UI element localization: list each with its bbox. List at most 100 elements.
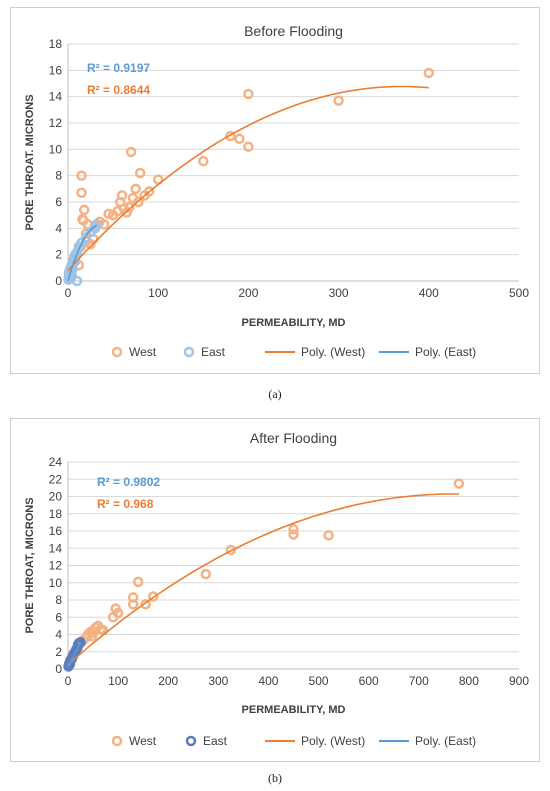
x-tick-label: 300 — [329, 286, 349, 300]
x-tick-label: 500 — [309, 674, 329, 688]
chart-after-flooding: After Flooding 0 2 4 6 8 10 12 14 16 18 20 22 24 0 100 2… — [10, 418, 540, 762]
trendline-poly-east — [67, 642, 82, 668]
legend-marker-west — [111, 346, 123, 358]
y-tick-label: 18 — [49, 37, 63, 51]
x-tick-label: 400 — [258, 674, 278, 688]
x-tick-label: 200 — [158, 674, 178, 688]
data-point-west — [127, 592, 139, 603]
chart-a-svg: Before Flooding 0 2 4 6 8 10 12 14 16 18 0 100 200 300… — [24, 23, 529, 359]
data-point-west — [133, 196, 144, 208]
y-tick-label: 8 — [55, 169, 62, 183]
data-point-west — [243, 88, 254, 100]
legend-label: East — [201, 345, 226, 359]
x-tick-label: 700 — [409, 674, 429, 688]
x-tick-label: 800 — [459, 674, 479, 688]
x-axis-title: PERMEABILITY, MD — [242, 317, 346, 329]
data-point-east — [71, 275, 83, 287]
chart-title: After Flooding — [250, 430, 337, 446]
y-tick-label: 0 — [55, 274, 62, 288]
data-point-west — [76, 187, 87, 199]
y-tick-label: 16 — [49, 524, 63, 538]
trendline-poly-east — [67, 224, 98, 282]
legend: West East Poly. (West) Poly. (East) — [111, 734, 476, 748]
data-point-west — [124, 202, 135, 213]
legend-label: Poly. (East) — [415, 734, 476, 748]
data-point-west — [288, 529, 299, 540]
legend-label: Poly. (East) — [415, 345, 476, 359]
r-squared-label: R² = 0.968 — [97, 497, 154, 511]
r-squared-label: R² = 0.9802 — [97, 475, 160, 489]
caption-b: (b) — [268, 771, 282, 785]
data-point-west — [140, 599, 151, 610]
data-point-west — [288, 524, 299, 535]
y-tick-label: 12 — [49, 559, 63, 573]
data-point-west — [143, 186, 155, 197]
y-tick-label: 20 — [49, 490, 63, 504]
data-point-west — [134, 167, 146, 179]
r-squared-label: R² = 0.9197 — [87, 61, 150, 75]
x-tick-label: 0 — [65, 674, 72, 688]
data-point-west — [198, 155, 209, 167]
caption-a: (a) — [268, 387, 282, 401]
data-point-west — [200, 568, 212, 580]
series-west-points — [64, 67, 435, 280]
y-tick-label: 10 — [49, 576, 63, 590]
data-point-west — [130, 183, 141, 195]
y-tick-label: 24 — [49, 455, 63, 469]
x-tick-label: 300 — [208, 674, 228, 688]
y-tick-label: 10 — [49, 142, 63, 156]
y-tick-label: 4 — [55, 221, 62, 235]
legend-marker-west — [111, 735, 123, 747]
data-point-west — [453, 478, 465, 489]
x-tick-label: 200 — [238, 286, 258, 300]
y-tick-label: 14 — [49, 90, 63, 104]
legend: West East Poly. (West) Poly. (East) — [111, 345, 476, 359]
data-point-west — [76, 170, 87, 181]
legend-label: East — [203, 734, 228, 748]
x-tick-label: 600 — [359, 674, 379, 688]
y-axis-title: PORE THROAT. MICRONS — [24, 94, 36, 230]
y-tick-label: 14 — [49, 541, 63, 555]
trendline-poly-west — [67, 493, 459, 666]
data-point-west — [125, 146, 137, 158]
x-tick-label: 100 — [108, 674, 128, 688]
y-tick-label: 2 — [55, 248, 62, 262]
data-point-west — [132, 576, 144, 588]
data-point-west — [225, 544, 237, 556]
legend-label: Poly. (West) — [301, 345, 365, 359]
y-tick-label: 2 — [55, 645, 62, 659]
y-tick-label: 6 — [55, 195, 62, 209]
chart-before-flooding: Before Flooding 0 2 4 6 8 10 12 14 16 18 0 100 200 300… — [10, 7, 540, 374]
legend-marker-east — [185, 735, 197, 747]
data-point-west — [323, 530, 334, 541]
y-tick-label: 0 — [55, 662, 62, 676]
data-point-west — [423, 67, 435, 79]
data-point-west — [225, 130, 236, 142]
y-tick-label: 6 — [55, 610, 62, 624]
legend-label: Poly. (West) — [301, 734, 365, 748]
data-point-east — [75, 637, 86, 648]
x-axis-title: PERMEABILITY, MD — [242, 704, 346, 716]
chart-title: Before Flooding — [244, 23, 343, 39]
y-tick-label: 8 — [55, 593, 62, 607]
legend-label: West — [129, 345, 157, 359]
x-tick-label: 900 — [509, 674, 529, 688]
data-point-west — [112, 607, 124, 619]
x-tick-label: 500 — [509, 286, 529, 300]
r-squared-label: R² = 0.8644 — [87, 83, 150, 97]
data-point-west — [147, 591, 159, 602]
legend-label: West — [129, 734, 157, 748]
data-point-west — [333, 95, 344, 106]
y-tick-label: 16 — [49, 63, 63, 77]
y-tick-label: 18 — [49, 507, 63, 521]
y-tick-label: 12 — [49, 116, 63, 130]
trendline-poly-west — [67, 85, 429, 272]
data-point-east — [91, 219, 103, 230]
data-point-west — [116, 190, 128, 201]
series-east-points — [63, 637, 86, 672]
data-point-west — [78, 204, 90, 216]
x-tick-label: 0 — [65, 286, 72, 300]
legend-marker-east — [183, 346, 195, 358]
x-tick-label: 400 — [419, 286, 439, 300]
